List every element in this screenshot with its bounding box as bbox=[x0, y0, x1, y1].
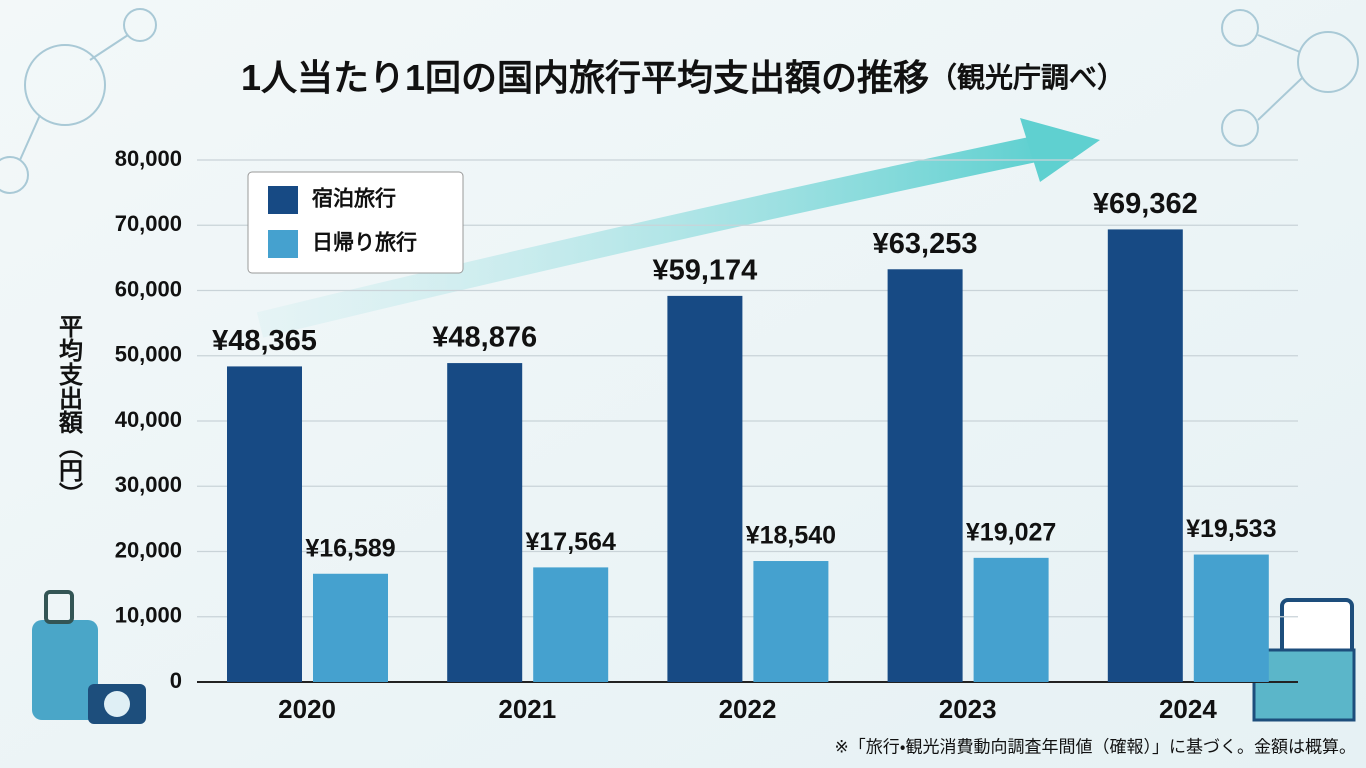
bar bbox=[447, 363, 523, 682]
legend-label: 宿泊旅行 bbox=[311, 187, 396, 211]
chart-title: 1人当たり1回の国内旅行平均支出額の推移 bbox=[241, 57, 929, 98]
bar bbox=[887, 269, 963, 682]
y-axis-label: 平均支出額（円） bbox=[55, 314, 84, 506]
legend-swatch bbox=[268, 186, 298, 214]
y-tick-label: 20,000 bbox=[115, 537, 182, 562]
value-label: ¥69,362 bbox=[1093, 188, 1198, 220]
value-label: ¥63,253 bbox=[873, 228, 978, 260]
y-tick-label: 70,000 bbox=[115, 211, 182, 236]
bar bbox=[1107, 229, 1183, 682]
legend-label: 日帰り旅行 bbox=[312, 231, 417, 255]
value-label: ¥18,540 bbox=[746, 522, 836, 550]
legend-box bbox=[247, 171, 464, 274]
x-tick-label: 2020 bbox=[278, 694, 336, 724]
value-label: ¥17,564 bbox=[526, 528, 616, 556]
x-tick-label: 2023 bbox=[939, 694, 997, 724]
y-tick-label: 60,000 bbox=[115, 276, 182, 301]
y-tick-label: 10,000 bbox=[115, 603, 182, 628]
decoration bbox=[0, 8, 1359, 724]
bar bbox=[227, 366, 302, 682]
y-tick-label: 0 bbox=[170, 668, 182, 693]
x-tick-label: 2024 bbox=[1159, 694, 1217, 724]
bar bbox=[667, 295, 743, 682]
grid: 0 10,000 20,000 30,000 40,000 50,000 60,000 70,… bbox=[115, 146, 1298, 724]
value-label: ¥19,027 bbox=[966, 518, 1056, 546]
y-tick-label: 80,000 bbox=[115, 146, 182, 171]
title: 1人当たり1回の国内旅行平均支出額の推移（観光庁調べ） bbox=[241, 57, 1125, 98]
y-tick-label: 50,000 bbox=[115, 342, 182, 367]
bar bbox=[1193, 554, 1269, 682]
footnote: ※「旅行・観光消費動向調査年間値（確報）」に基づく。金額は概算。 bbox=[834, 737, 1356, 756]
bar bbox=[313, 573, 388, 682]
value-label: ¥19,533 bbox=[1186, 515, 1276, 543]
value-label: ¥59,174 bbox=[652, 255, 757, 287]
bar bbox=[753, 561, 829, 682]
chart-subtitle: （観光庁調べ） bbox=[929, 61, 1125, 93]
y-tick-label: 30,000 bbox=[115, 472, 182, 497]
y-tick-label: 40,000 bbox=[115, 407, 182, 432]
value-label: ¥16,589 bbox=[305, 534, 395, 562]
legend-swatch bbox=[268, 230, 298, 258]
x-tick-label: 2021 bbox=[498, 694, 556, 724]
bar bbox=[533, 567, 609, 682]
value-label: ¥48,365 bbox=[212, 325, 317, 357]
x-tick-label: 2022 bbox=[719, 694, 777, 724]
bar bbox=[973, 557, 1049, 682]
value-label: ¥48,876 bbox=[432, 322, 537, 354]
